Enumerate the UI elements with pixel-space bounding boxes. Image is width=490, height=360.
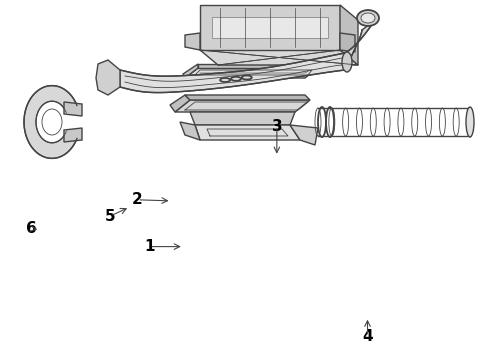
Ellipse shape (342, 52, 352, 72)
Text: 1: 1 (144, 239, 155, 254)
Polygon shape (175, 100, 310, 112)
Polygon shape (183, 64, 198, 78)
Text: 2: 2 (132, 192, 143, 207)
Ellipse shape (361, 13, 375, 23)
Polygon shape (200, 5, 340, 50)
Text: 6: 6 (26, 221, 37, 236)
Polygon shape (340, 33, 355, 52)
Polygon shape (96, 60, 120, 95)
Polygon shape (200, 50, 358, 65)
Polygon shape (180, 122, 200, 140)
Polygon shape (190, 112, 295, 125)
Polygon shape (170, 95, 190, 112)
Polygon shape (340, 5, 358, 65)
Polygon shape (185, 95, 310, 100)
Polygon shape (24, 86, 77, 158)
Polygon shape (290, 125, 318, 145)
Polygon shape (64, 128, 82, 142)
Polygon shape (120, 53, 345, 93)
Polygon shape (185, 68, 318, 78)
Text: 5: 5 (105, 208, 116, 224)
Polygon shape (185, 33, 200, 50)
Polygon shape (195, 125, 300, 140)
Ellipse shape (357, 10, 379, 26)
Polygon shape (64, 102, 82, 116)
Text: 3: 3 (271, 118, 282, 134)
Text: 4: 4 (362, 329, 373, 344)
Polygon shape (198, 64, 318, 68)
Polygon shape (345, 20, 375, 70)
Polygon shape (212, 17, 328, 38)
Ellipse shape (466, 107, 474, 137)
